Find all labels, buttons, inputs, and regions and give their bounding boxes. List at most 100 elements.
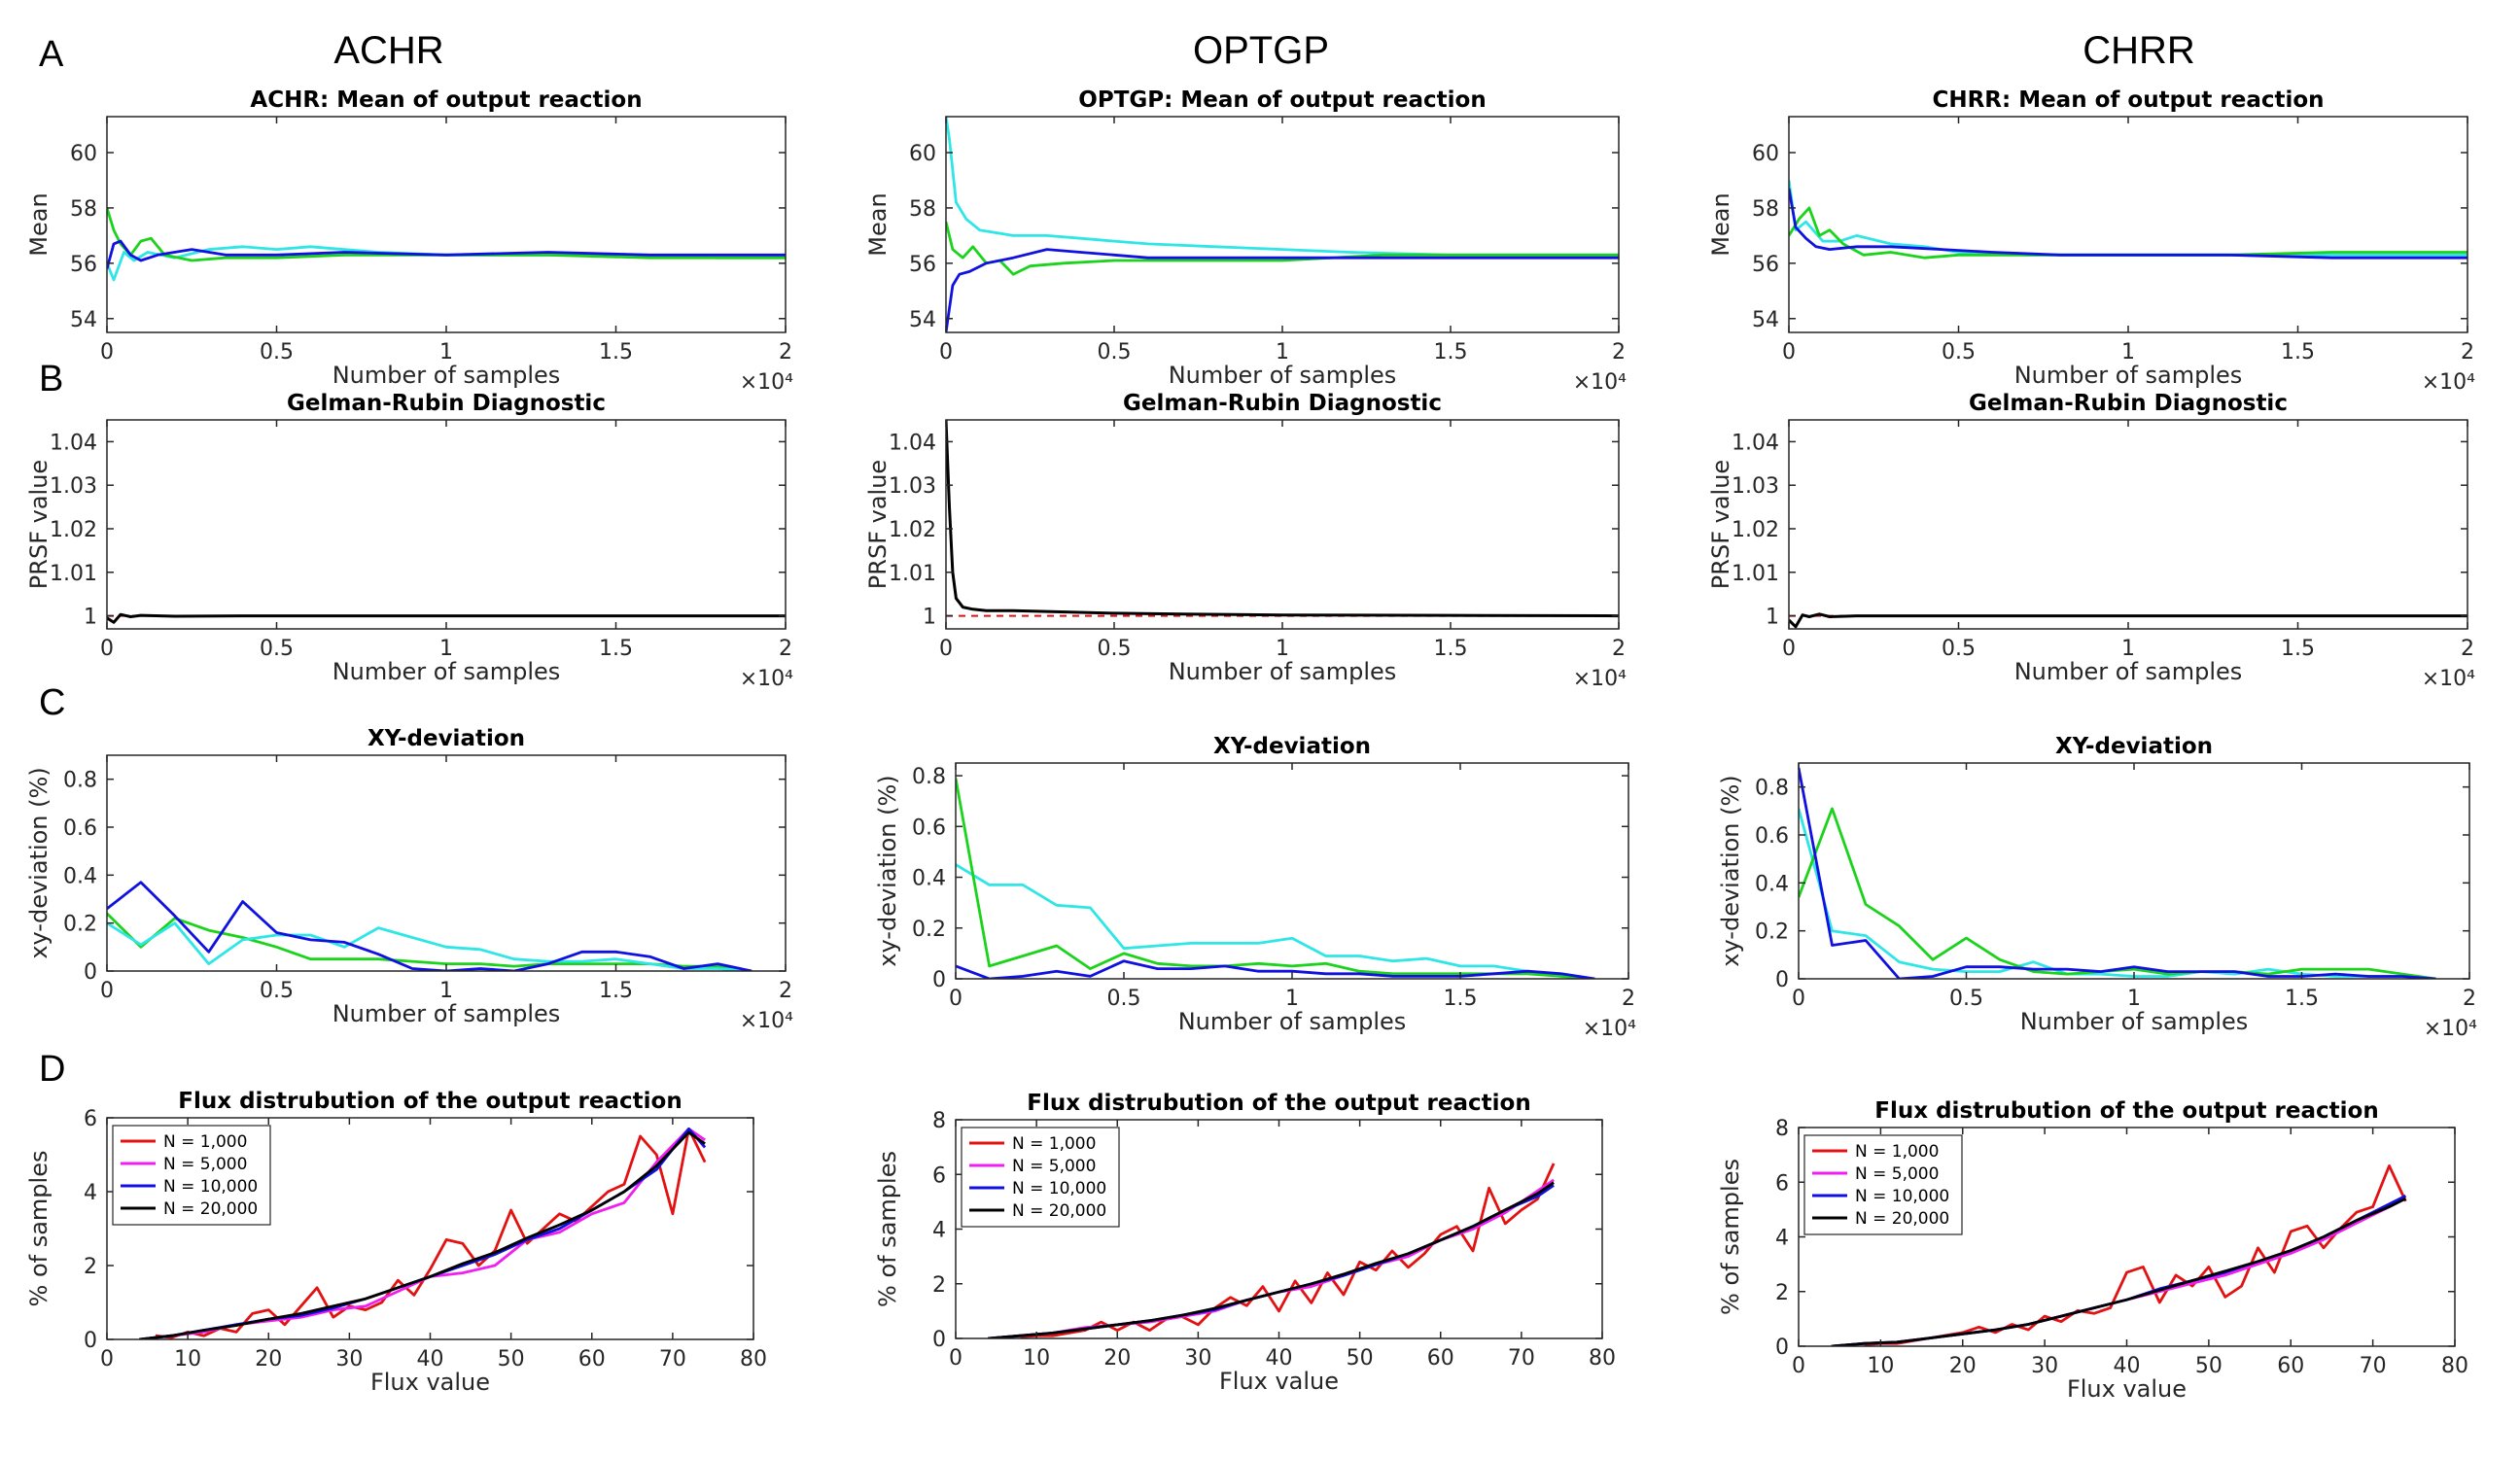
chart-4: 0 0.5 1 1.5 2 1 1.01 1.02 1.03 1.04 Gelman-Rubin D… <box>864 391 1627 691</box>
y-tick-label: 0.4 <box>1755 872 1789 896</box>
chart-11: 0 10 20 30 40 50 60 70 80 0 2 4 6 8 Flux distrubution … <box>1717 1098 2468 1403</box>
x-multiplier-label: ×10⁴ <box>740 1009 793 1033</box>
plot-area <box>107 420 786 629</box>
series-group <box>1831 1164 2407 1346</box>
x-tick-label: 0.5 <box>1942 637 1976 661</box>
y-tick-label: 56 <box>909 253 936 277</box>
y-tick-label: 0.4 <box>63 864 97 888</box>
y-tick-label: 60 <box>1752 142 1779 166</box>
x-tick-label: 2 <box>1612 637 1626 661</box>
legend-entry: N = 1,000 <box>1855 1142 1939 1162</box>
chart-title: ACHR: Mean of output reaction <box>250 87 642 113</box>
y-tick-label: 58 <box>1752 197 1779 222</box>
y-tick-label: 1.04 <box>889 431 936 455</box>
series-group <box>1789 612 2468 629</box>
x-axis-label: Number of samples <box>332 362 561 389</box>
y-tick-label: 1.02 <box>889 518 936 542</box>
x-tick-label: 40 <box>2114 1354 2141 1378</box>
y-tick-label: 1.02 <box>1732 518 1779 542</box>
y-tick-label: 0 <box>1775 1336 1789 1360</box>
series-line-n-20-000 <box>988 1181 1555 1338</box>
x-axis-label: Flux value <box>370 1369 490 1396</box>
x-axis-label: Number of samples <box>2014 658 2243 685</box>
y-tick-label: 1.02 <box>50 518 97 542</box>
y-axis-label: xy-deviation (%) <box>1717 775 1744 966</box>
y-axis-label: % of samples <box>874 1151 901 1307</box>
plot-area <box>946 117 1619 332</box>
series-line-black <box>946 420 1619 618</box>
x-multiplier-label: ×10⁴ <box>740 667 793 691</box>
x-tick-label: 0.5 <box>1942 340 1976 364</box>
x-tick-label: 1 <box>2121 637 2135 661</box>
panel-label-c: C <box>39 682 65 723</box>
x-tick-label: 2 <box>779 979 792 1003</box>
x-multiplier-label: ×10⁴ <box>1573 667 1627 691</box>
x-axis-label: Number of samples <box>2014 362 2243 389</box>
x-tick-label: 0.5 <box>1098 637 1132 661</box>
y-tick-label: 2 <box>84 1255 97 1279</box>
legend-entry: N = 20,000 <box>163 1199 258 1219</box>
y-tick-label: 0.8 <box>1755 777 1789 801</box>
y-tick-label: 4 <box>84 1181 97 1205</box>
y-tick-label: 6 <box>932 1163 946 1188</box>
plot-area <box>1789 420 2468 629</box>
chart-title: XY-deviation <box>1213 734 1371 759</box>
plot-area <box>1789 117 2468 332</box>
y-tick-label: 1.03 <box>50 474 97 499</box>
x-tick-label: 50 <box>498 1347 525 1371</box>
series-line-n-20-000 <box>139 1130 706 1339</box>
legend-entry: N = 10,000 <box>1855 1187 1949 1206</box>
panel-label-d: D <box>39 1049 65 1090</box>
y-axis-label: % of samples <box>1717 1159 1744 1315</box>
x-tick-label: 0.5 <box>260 637 294 661</box>
y-tick-label: 8 <box>932 1109 946 1133</box>
x-tick-label: 80 <box>2441 1354 2468 1378</box>
y-tick-label: 58 <box>70 197 97 222</box>
x-tick-label: 0.5 <box>1098 340 1132 364</box>
legend-entry: N = 20,000 <box>1012 1201 1106 1221</box>
y-tick-label: 6 <box>1775 1171 1789 1196</box>
y-tick-label: 1.03 <box>1732 474 1779 499</box>
y-axis-label: Mean <box>864 192 892 256</box>
y-tick-label: 1.04 <box>50 431 97 455</box>
panel-label-b: B <box>39 359 63 399</box>
x-tick-label: 20 <box>255 1347 282 1371</box>
plot-area <box>1799 763 2469 979</box>
y-tick-label: 1.04 <box>1732 431 1779 455</box>
chart-title: Flux distrubution of the output reaction <box>178 1089 682 1114</box>
x-tick-label: 0.5 <box>1107 987 1141 1011</box>
y-axis-label: PRSF value <box>25 460 52 589</box>
series-line-blue <box>1789 188 2468 260</box>
x-tick-label: 2 <box>2463 987 2476 1011</box>
x-tick-label: 0.5 <box>260 340 294 364</box>
y-tick-label: 2 <box>1775 1281 1789 1305</box>
x-tick-label: 1.5 <box>599 637 633 661</box>
x-tick-label: 1.5 <box>599 340 633 364</box>
x-tick-label: 0 <box>1792 1354 1805 1378</box>
chart-title: XY-deviation <box>368 726 525 751</box>
x-tick-label: 1.5 <box>1444 987 1478 1011</box>
series-line-blue <box>956 959 1595 979</box>
chart-title: Flux distrubution of the output reaction <box>1027 1091 1530 1116</box>
x-tick-label: 2 <box>2461 637 2474 661</box>
y-tick-label: 58 <box>909 197 936 222</box>
x-tick-label: 1 <box>1276 340 1289 364</box>
y-axis-label: xy-deviation (%) <box>25 767 52 958</box>
x-tick-label: 1 <box>2127 987 2141 1011</box>
x-tick-label: 2 <box>1612 340 1626 364</box>
x-tick-label: 70 <box>1508 1346 1535 1371</box>
y-tick-label: 0 <box>1775 968 1789 992</box>
y-tick-label: 0 <box>84 1329 97 1353</box>
x-tick-label: 50 <box>2195 1354 2222 1378</box>
chart-5: 0 0.5 1 1.5 2 1 1.01 1.02 1.03 1.04 Gelman-Rubin D… <box>1707 391 2475 691</box>
series-group <box>956 778 1595 979</box>
x-axis-label: Number of samples <box>1169 362 1397 389</box>
series-group <box>946 420 1619 618</box>
legend-entry: N = 5,000 <box>163 1155 247 1174</box>
chart-title: OPTGP: Mean of output reaction <box>1078 87 1486 113</box>
series-group <box>107 881 752 971</box>
x-tick-label: 50 <box>1347 1346 1374 1371</box>
x-tick-label: 1 <box>439 979 453 1003</box>
series-group <box>107 612 786 624</box>
